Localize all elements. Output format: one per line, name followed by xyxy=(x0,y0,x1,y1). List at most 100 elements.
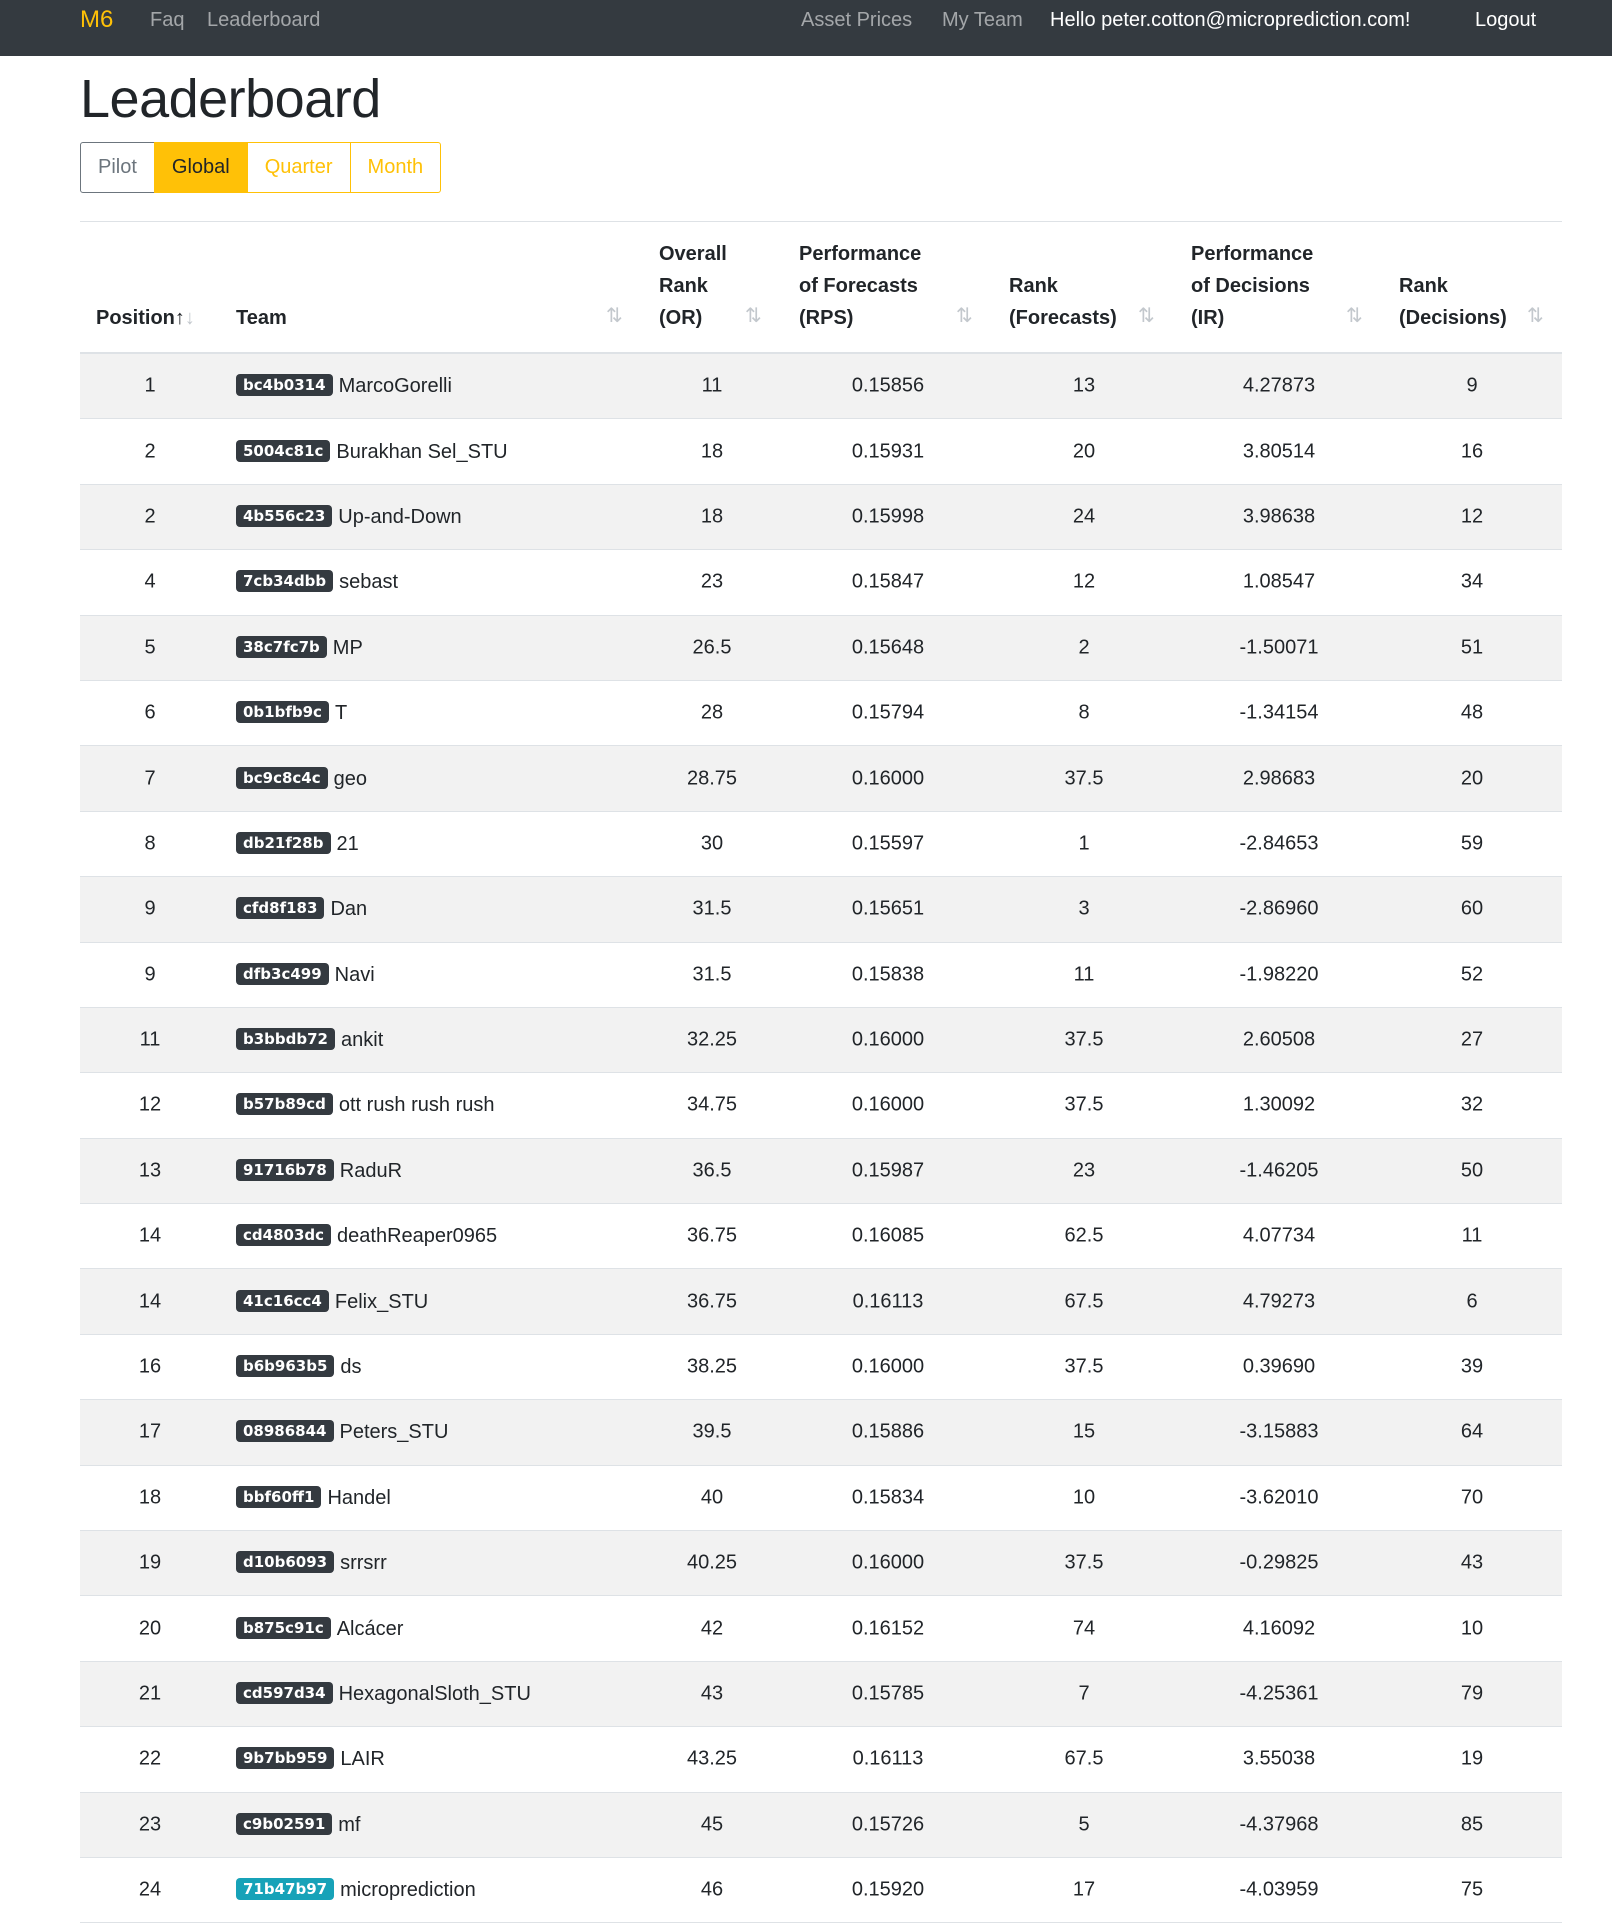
cell-position: 4 xyxy=(144,570,156,593)
table-row: 12 34.75 0.16000 37.5 1.30092 32 b57b89cd ott r… xyxy=(80,1073,1562,1139)
cell-ir: -4.25361 xyxy=(1239,1682,1319,1705)
team-name: geo xyxy=(333,767,367,790)
header-line: of Decisions xyxy=(1191,275,1310,297)
table-row: 16 38.25 0.16000 37.5 0.39690 39 b6b963b5 ds xyxy=(80,1335,1562,1401)
cell-rank-decisions: 19 xyxy=(1460,1747,1484,1770)
cell-rank-forecasts: 7 xyxy=(1078,1682,1090,1705)
sort-team-icon[interactable]: ⇅ xyxy=(606,305,623,327)
cell-rps: 0.15998 xyxy=(851,505,925,528)
cell-rank-decisions: 10 xyxy=(1460,1617,1484,1640)
cell-rank-decisions: 59 xyxy=(1460,832,1484,855)
team-id-badge: b3bbdb72 xyxy=(236,1028,335,1051)
team-id-badge: c9b02591 xyxy=(236,1812,333,1835)
nav-my-team-link[interactable]: My Team xyxy=(942,9,1023,31)
team-name: LAIR xyxy=(340,1748,385,1771)
cell-overall-rank: 43.25 xyxy=(686,1747,738,1770)
logout-link[interactable]: Logout xyxy=(1475,9,1537,31)
period-filter-group: Pilot Global Quarter Month xyxy=(80,142,442,193)
cell-ir: 3.98638 xyxy=(1242,505,1316,528)
cell-ir: 1.08547 xyxy=(1242,570,1316,593)
team-id-badge: bbf60ff1 xyxy=(236,1485,322,1508)
team-name: MP xyxy=(332,636,363,659)
nav-faq-link[interactable]: Faq xyxy=(150,9,185,31)
cell-overall-rank: 40 xyxy=(700,1486,724,1509)
cell-overall-rank: 42 xyxy=(700,1617,724,1640)
cell-rank-forecasts: 37.5 xyxy=(1064,767,1104,790)
sort-asc-icon[interactable]: ↑ xyxy=(174,307,185,329)
team-name: ott rush rush rush xyxy=(338,1094,495,1117)
cell-rank-decisions: 43 xyxy=(1460,1551,1484,1574)
column-header-overall-rank[interactable]: Overall Rank (OR) xyxy=(659,238,727,334)
filter-quarter-button[interactable]: Quarter xyxy=(246,142,351,193)
table-row: 8 30 0.15597 1 -2.84653 59 db21f28b 21 xyxy=(80,812,1562,878)
cell-rank-forecasts: 11 xyxy=(1073,963,1095,986)
sort-rank-forecasts-icon[interactable]: ⇅ xyxy=(1138,305,1155,327)
brand-logo[interactable]: M6 xyxy=(80,6,114,33)
cell-position: 12 xyxy=(138,1093,162,1116)
cell-rank-forecasts: 24 xyxy=(1072,505,1096,528)
cell-ir: -3.15883 xyxy=(1239,1420,1319,1443)
column-header-rank-forecasts[interactable]: Rank (Forecasts) xyxy=(1009,270,1117,334)
column-header-perf-forecasts[interactable]: Performance of Forecasts (RPS) xyxy=(799,238,921,334)
header-line: Rank xyxy=(1399,275,1448,297)
cell-team: bc9c8c4c geo xyxy=(236,766,367,791)
user-greeting: Hello peter.cotton@microprediction.com! xyxy=(1050,9,1411,31)
team-id-badge: 71b47b97 xyxy=(236,1878,335,1901)
cell-rank-decisions: 20 xyxy=(1460,767,1484,790)
cell-ir: 4.79273 xyxy=(1242,1290,1316,1313)
column-header-perf-decisions[interactable]: Performance of Decisions (IR) xyxy=(1191,238,1313,334)
cell-rank-decisions: 50 xyxy=(1460,1159,1484,1182)
header-line: Performance xyxy=(799,243,922,265)
cell-team: 5004c81c Burakhan Sel_STU xyxy=(236,439,508,464)
sort-perf-forecasts-icon[interactable]: ⇅ xyxy=(956,305,973,327)
cell-ir: 3.80514 xyxy=(1242,440,1316,463)
cell-overall-rank: 36.75 xyxy=(686,1224,738,1247)
sort-desc-icon[interactable]: ↓ xyxy=(184,307,195,329)
table-row: 6 28 0.15794 8 -1.34154 48 0b1bfb9c T xyxy=(80,681,1562,747)
table-body: 1 11 0.15856 13 4.27873 9 bc4b0314 MarcoGorelli… xyxy=(80,354,1562,1924)
cell-rps: 0.16113 xyxy=(852,1747,924,1770)
sort-rank-decisions-icon[interactable]: ⇅ xyxy=(1527,305,1544,327)
sort-overall-rank-icon[interactable]: ⇅ xyxy=(745,305,762,327)
cell-overall-rank: 30 xyxy=(700,832,724,855)
team-name: Handel xyxy=(327,1486,391,1509)
cell-ir: 0.39690 xyxy=(1242,1355,1316,1378)
cell-rank-decisions: 6 xyxy=(1466,1290,1478,1313)
team-id-badge: 08986844 xyxy=(236,1420,334,1443)
cell-overall-rank: 18 xyxy=(700,440,724,463)
team-name: HexagonalSloth_STU xyxy=(338,1683,531,1705)
nav-asset-prices-link[interactable]: Asset Prices xyxy=(801,9,913,31)
cell-position: 5 xyxy=(144,636,156,659)
filter-pilot-button[interactable]: Pilot xyxy=(80,142,155,193)
cell-position: 2 xyxy=(144,440,156,463)
table-row: 2 18 0.15998 24 3.98638 12 4b556c23 Up-and-Down xyxy=(80,484,1562,551)
cell-overall-rank: 18 xyxy=(700,505,724,528)
header-line: Rank xyxy=(1009,275,1058,297)
cell-position: 9 xyxy=(144,897,156,920)
filter-global-button[interactable]: Global xyxy=(153,142,248,193)
cell-rank-decisions: 70 xyxy=(1460,1486,1484,1509)
team-id-badge: bc4b0314 xyxy=(236,374,333,397)
team-name: Felix_STU xyxy=(334,1290,429,1313)
filter-month-button[interactable]: Month xyxy=(349,142,442,193)
table-row: 24 46 0.15920 17 -4.03959 75 71b47b97 micropred… xyxy=(80,1858,1562,1924)
cell-overall-rank: 28 xyxy=(700,701,724,724)
cell-rank-decisions: 64 xyxy=(1460,1420,1484,1443)
table-row: 4 23 0.15847 12 1.08547 34 7cb34dbb sebast xyxy=(80,550,1562,616)
cell-team: 4b556c23 Up-and-Down xyxy=(236,504,462,529)
cell-team: c9b02591 mf xyxy=(236,1812,360,1837)
cell-overall-rank: 38.25 xyxy=(686,1355,738,1378)
nav-leaderboard-link[interactable]: Leaderboard xyxy=(207,9,321,31)
cell-rps: 0.16000 xyxy=(851,1028,925,1051)
sort-perf-decisions-icon[interactable]: ⇅ xyxy=(1346,305,1363,327)
cell-overall-rank: 36.75 xyxy=(686,1290,738,1313)
cell-rank-forecasts: 2 xyxy=(1078,636,1090,659)
cell-rank-decisions: 60 xyxy=(1460,897,1484,920)
cell-position: 9 xyxy=(144,963,156,986)
column-header-rank-decisions[interactable]: Rank (Decisions) xyxy=(1399,270,1507,334)
column-header-position[interactable]: Position↑↓ xyxy=(96,302,195,334)
cell-ir: 2.98683 xyxy=(1242,767,1316,790)
cell-position: 14 xyxy=(138,1224,162,1247)
column-header-team[interactable]: Team xyxy=(236,307,287,329)
cell-rank-decisions: 85 xyxy=(1460,1813,1484,1836)
